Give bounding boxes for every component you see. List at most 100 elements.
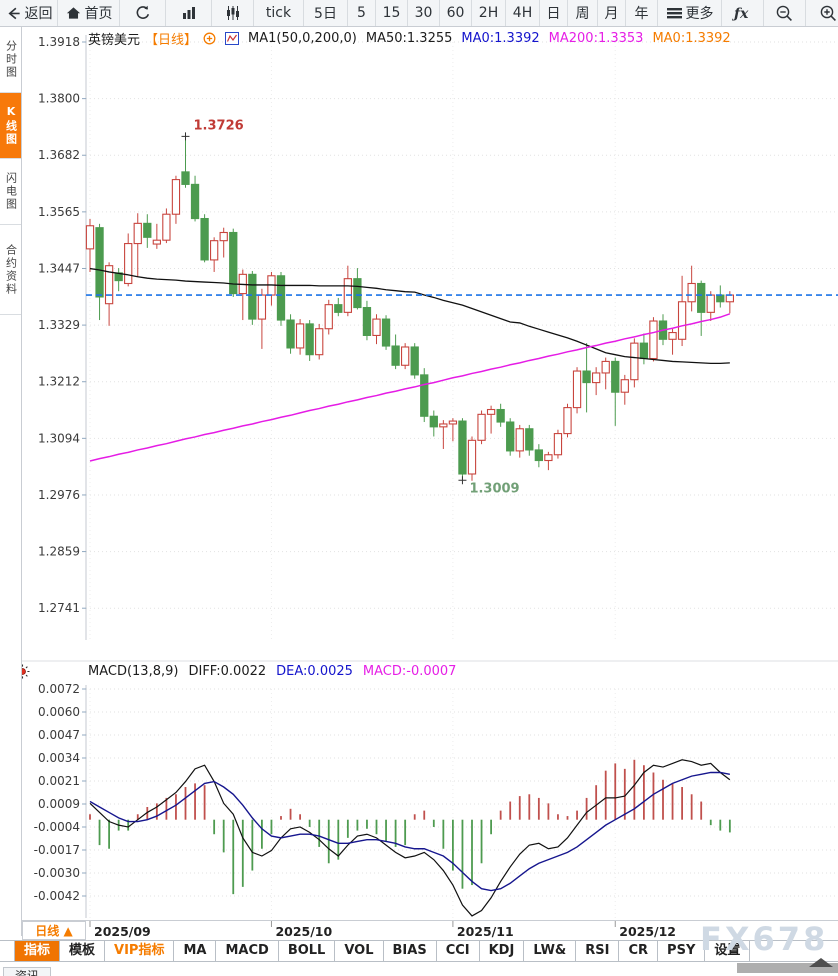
expand-icon[interactable] — [203, 32, 216, 45]
tab-macd[interactable]: MACD — [216, 941, 279, 961]
timeframe-4h[interactable]: 4H — [506, 0, 540, 26]
candle-chart-button[interactable] — [212, 0, 254, 26]
timeframe-month-label: 月 — [604, 6, 619, 22]
macd-header: MACD(13,8,9) DIFF:0.0022 DEA:0.0025 MACD… — [88, 664, 456, 679]
scroll-corner-icon[interactable] — [809, 958, 833, 967]
svg-text:0.0060: 0.0060 — [38, 705, 80, 719]
svg-text:-0.0030: -0.0030 — [34, 866, 80, 880]
tab-vol[interactable]: VOL — [335, 941, 384, 961]
more-button-label: 更多 — [685, 6, 714, 22]
svg-text:-0.0004: -0.0004 — [34, 820, 80, 834]
ma-indicator-icon[interactable] — [225, 32, 240, 45]
timeframe-30[interactable]: 30 — [408, 0, 440, 26]
timeframe-month[interactable]: 月 — [598, 0, 626, 26]
top-toolbar: 返回 首页 tick 5日 5 15 30 60 2H 4H 日周月年 更多 ƒx — [0, 0, 838, 27]
timeframe-4h-label: 4H — [512, 5, 533, 21]
timeframe-5d-label: 5日 — [314, 6, 337, 22]
svg-text:2025/12: 2025/12 — [619, 924, 676, 939]
news-tab-label: 资讯 — [14, 969, 39, 976]
zoom-in-button[interactable] — [806, 0, 838, 26]
tab-cci[interactable]: CCI — [437, 941, 480, 961]
timeframe-week[interactable]: 周 — [568, 0, 598, 26]
tab-settings[interactable]: 设置 — [705, 941, 751, 961]
bar-chart-button[interactable] — [166, 0, 212, 26]
timeframe-year[interactable]: 年 — [626, 0, 658, 26]
period-selector-label: 日线 ▲ — [35, 924, 73, 938]
home-button-label: 首页 — [84, 6, 113, 22]
timeframe-15[interactable]: 15 — [376, 0, 408, 26]
more-button-icon — [666, 5, 683, 21]
period-selector[interactable]: 日线 ▲ — [22, 921, 86, 940]
back-button-label: 返回 — [24, 6, 53, 22]
timeframe-week-label: 周 — [575, 6, 590, 22]
timeframe-day[interactable]: 日 — [540, 0, 568, 26]
timeframe-5-label: 5 — [357, 5, 366, 21]
svg-text:0.0072: 0.0072 — [38, 682, 80, 696]
tab-rsi[interactable]: RSI — [576, 941, 620, 961]
zoom-in-button-icon — [819, 4, 838, 23]
tab-bias[interactable]: BIAS — [384, 941, 437, 961]
svg-text:0.0047: 0.0047 — [38, 728, 80, 742]
tab-templates[interactable]: 模板 — [60, 941, 106, 961]
svg-text:1.3800: 1.3800 — [38, 92, 80, 106]
tab-ma[interactable]: MA — [174, 941, 217, 961]
sidebar-item-1[interactable]: K线图 — [0, 93, 21, 159]
timeframe-year-label: 年 — [634, 6, 649, 22]
svg-text:2025/09: 2025/09 — [94, 924, 151, 939]
svg-text:2025/11: 2025/11 — [457, 924, 514, 939]
svg-text:1.3565: 1.3565 — [38, 205, 80, 219]
fx-function-button[interactable]: ƒx — [722, 0, 764, 26]
svg-text:1.3094: 1.3094 — [38, 431, 80, 445]
indicator-tab-bar: 指标 模板 VIP指标 MA MACD BOLL VOL BIAS CCI KDJ LW& RSI CR… — [0, 940, 838, 962]
timeframe-tick[interactable]: tick — [254, 0, 304, 26]
horizontal-scrollbar[interactable] — [737, 958, 838, 973]
sidebar-item-0[interactable]: 分时图 — [0, 27, 21, 93]
svg-text:1.3447: 1.3447 — [38, 261, 80, 275]
tab-kdj[interactable]: KDJ — [480, 941, 525, 961]
svg-text:2025/10: 2025/10 — [275, 924, 332, 939]
back-button[interactable]: 返回 — [0, 0, 58, 26]
svg-text:1.2859: 1.2859 — [38, 545, 80, 559]
svg-text:1.3682: 1.3682 — [38, 148, 80, 162]
timeframe-15-label: 15 — [382, 5, 401, 21]
tab-vip-indicators[interactable]: VIP指标 — [105, 941, 175, 961]
candle-chart-button-icon — [224, 4, 242, 22]
timeframe-5d[interactable]: 5日 — [304, 0, 348, 26]
macd-diff-value-label: DIFF:0.0022 — [188, 664, 267, 679]
news-tab-partial[interactable]: 资讯 — [3, 967, 51, 976]
timeframe-5[interactable]: 5 — [348, 0, 376, 26]
home-button[interactable]: 首页 — [58, 0, 120, 26]
timeframe-tick-label: tick — [265, 5, 292, 21]
timeframe-30-label: 30 — [414, 5, 433, 21]
tab-lw[interactable]: LW& — [524, 941, 577, 961]
svg-text:1.3212: 1.3212 — [38, 375, 80, 389]
refresh-button[interactable] — [120, 0, 166, 26]
zoom-out-button-icon — [775, 4, 794, 23]
ma0-orange-value-label: MA0:1.3392 — [652, 31, 731, 46]
tab-psy[interactable]: PSY — [658, 941, 706, 961]
svg-text:1.3918: 1.3918 — [38, 35, 80, 49]
sidebar-item-2[interactable]: 闪电图 — [0, 159, 21, 225]
svg-text:0.0034: 0.0034 — [38, 751, 80, 765]
macd-dea-value-label: DEA:0.0025 — [276, 664, 353, 679]
svg-text:1.2741: 1.2741 — [38, 601, 80, 615]
timeframe-day-label: 日 — [546, 6, 561, 22]
bar-chart-button-icon — [180, 4, 198, 22]
svg-text:-0.0042: -0.0042 — [34, 889, 80, 903]
refresh-button-icon — [134, 4, 152, 22]
tab-boll[interactable]: BOLL — [279, 941, 336, 961]
zoom-out-button[interactable] — [764, 0, 806, 26]
more-button[interactable]: 更多 — [658, 0, 722, 26]
svg-text:-0.0017: -0.0017 — [34, 843, 80, 857]
watermark: FX678 — [700, 920, 829, 958]
timeframe-60[interactable]: 60 — [440, 0, 472, 26]
svg-text:1.2976: 1.2976 — [38, 488, 80, 502]
timeframe-2h[interactable]: 2H — [472, 0, 506, 26]
svg-text:0.0021: 0.0021 — [38, 774, 80, 788]
ma50-value-label: MA50:1.3255 — [365, 31, 453, 46]
tab-indicators[interactable]: 指标 — [14, 941, 61, 961]
sidebar-item-3[interactable]: 合约资料 — [0, 225, 21, 315]
tab-cr[interactable]: CR — [619, 941, 659, 961]
